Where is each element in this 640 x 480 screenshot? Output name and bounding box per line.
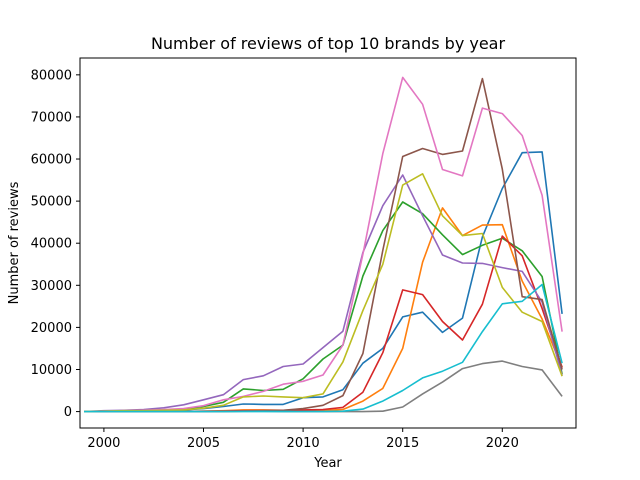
y-tick-label: 0 — [64, 405, 72, 420]
y-tick-label: 50000 — [31, 195, 72, 210]
x-tick-label: 2010 — [287, 436, 320, 451]
series-layer — [83, 76, 563, 413]
y-axis-label: Number of reviews — [7, 181, 22, 304]
series-line-10 — [84, 283, 563, 413]
y-tick-label: 80000 — [31, 68, 72, 83]
y-axis-ticks: 0 10000 20000 30000 40000 50000 60000 70000 8000… — [31, 68, 80, 420]
x-tick-label: 2000 — [87, 436, 120, 451]
x-tick-label: 2015 — [386, 436, 419, 451]
y-tick-label: 20000 — [31, 321, 72, 336]
chart-title: Number of reviews of top 10 brands by ye… — [151, 34, 506, 53]
y-tick-label: 70000 — [31, 110, 72, 125]
x-tick-label: 2005 — [187, 436, 220, 451]
series-line-5 — [83, 174, 563, 413]
y-tick-label: 60000 — [31, 153, 72, 168]
plot-frame — [79, 57, 577, 429]
x-axis-label: Year — [313, 456, 342, 471]
series-line-9 — [83, 173, 563, 413]
y-tick-label: 10000 — [31, 363, 72, 378]
y-tick-label: 30000 — [31, 279, 72, 294]
x-axis-ticks: 2000 2005 2010 2015 2020 — [87, 428, 519, 451]
x-tick-label: 2020 — [486, 436, 519, 451]
y-tick-label: 40000 — [31, 237, 72, 252]
